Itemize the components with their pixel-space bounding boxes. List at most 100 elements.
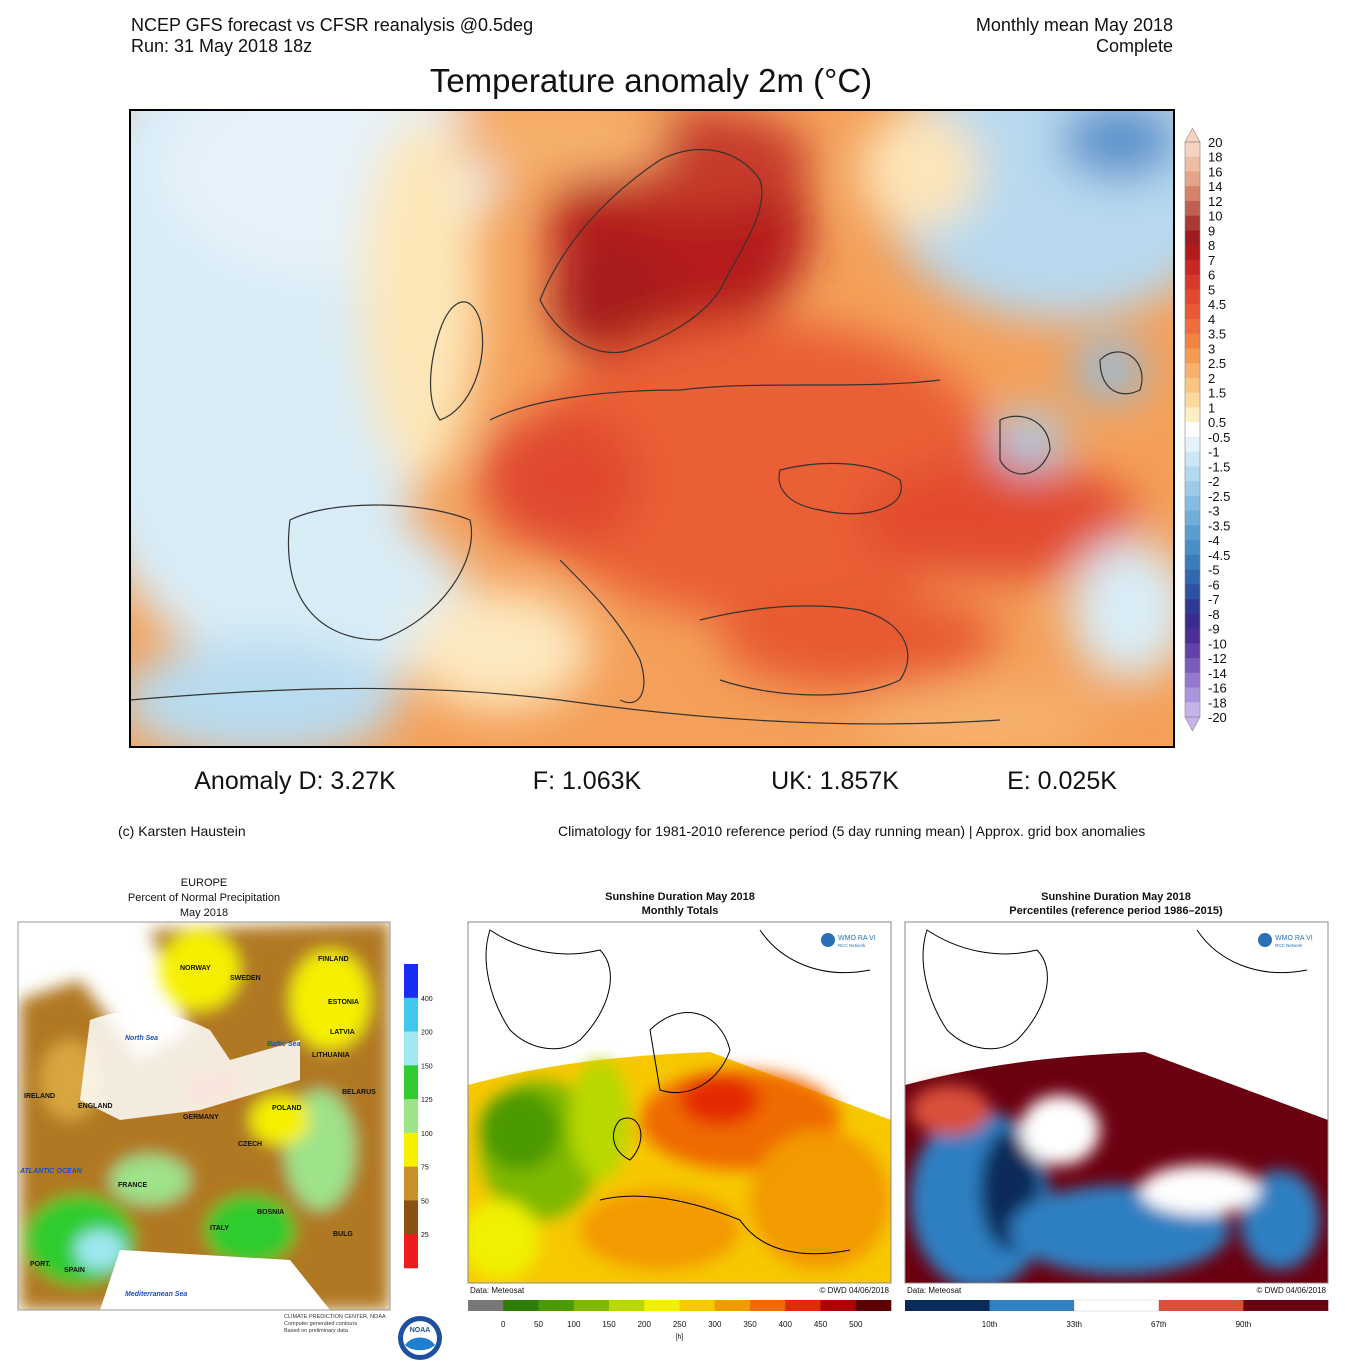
colorbar-unit: [h]: [676, 1334, 684, 1341]
colorbar-label: 250: [673, 1320, 687, 1329]
colorbar-label: -0.5: [1208, 430, 1230, 445]
colorbar-swatch: [1185, 363, 1200, 379]
colorbar-swatch: [1185, 171, 1200, 187]
credit: (c) Karsten Haustein: [118, 823, 246, 839]
precip-frame: [17, 921, 391, 1311]
map-label: ATLANTIC OCEAN: [19, 1168, 83, 1175]
wmo-logo: WMO RA VI RCC Network: [821, 933, 876, 948]
colorbar-label: 9: [1208, 223, 1215, 238]
colorbar-swatch: [1185, 230, 1200, 246]
colorbar-swatch: [1185, 436, 1200, 453]
colorbar-swatch: [1185, 554, 1200, 571]
colorbar-label: -3.5: [1208, 518, 1230, 533]
map-label: North Sea: [125, 1035, 158, 1042]
sunshine-percentiles-map: [905, 922, 1328, 1283]
colorbar-swatch: [1185, 377, 1200, 394]
colorbar-swatch: [820, 1300, 857, 1311]
colorbar-label: 75: [421, 1165, 429, 1172]
colorbar-label: 5: [1208, 282, 1215, 297]
colorbar-label: 450: [814, 1320, 828, 1329]
copyright: © DWD 04/06/2018: [820, 1286, 890, 1295]
colorbar-label: -20: [1208, 710, 1227, 725]
header-right-1: Monthly mean May 2018: [976, 15, 1173, 35]
sunshine-totals-colorbar: 0 50 100 150 200 250 300 350 400 450 500 [h]: [468, 1300, 892, 1341]
colorbar-swatch: [1185, 304, 1200, 320]
colorbar-swatch: [1185, 702, 1200, 718]
colorbar-label: -18: [1208, 695, 1227, 710]
colorbar-label: -9: [1208, 622, 1220, 637]
colorbar-swatch: [1185, 687, 1200, 703]
colorbar-label: -4.5: [1208, 548, 1230, 563]
colorbar-label: 1: [1208, 400, 1215, 415]
colorbar-frame: [1184, 141, 1201, 718]
colorbar-swatch: [1185, 289, 1200, 305]
colorbar-label: 90th: [1236, 1320, 1252, 1329]
colorbar-swatch: [750, 1300, 786, 1311]
anomaly-value: UK: 1.857K: [771, 767, 899, 795]
colorbar-label: -5: [1208, 563, 1220, 578]
logo-text: NOAA: [410, 1327, 431, 1334]
map-label: LATVIA: [330, 1029, 355, 1036]
colorbar-swatch: [1185, 643, 1200, 659]
colorbar-label: -4: [1208, 533, 1220, 548]
colorbar-swatch: [1185, 156, 1200, 172]
colorbar-swatch: [679, 1300, 716, 1311]
copyright: © DWD 04/06/2018: [1257, 1286, 1327, 1295]
colorbar-end: [1184, 716, 1201, 732]
colorbar-label: 6: [1208, 268, 1215, 283]
colorbar-swatch: [1185, 540, 1200, 556]
colorbar-swatch: [644, 1300, 680, 1311]
data-note: Data: Meteosat: [907, 1286, 962, 1295]
country-labels: NORWAY SWEDEN FINLAND ESTONIA LATVIA LIT…: [24, 956, 376, 1274]
sunshine-totals-map: [468, 922, 891, 1283]
colorbar-label: 150: [602, 1320, 616, 1329]
colorbar-label: 20: [1208, 135, 1222, 150]
colorbar-label: 200: [421, 1030, 433, 1037]
colorbar-label: 12: [1208, 194, 1222, 209]
title-line: May 2018: [180, 907, 228, 919]
colorbar-swatch: [1185, 658, 1200, 674]
colorbar-label: 1.5: [1208, 386, 1226, 401]
coastlines: [130, 149, 1143, 725]
colorbar-swatch: [1185, 200, 1200, 217]
colorbar-swatch: [573, 1300, 610, 1311]
precip-source: CLIMATE PREDICTION CENTER, NOAA Computer…: [284, 1314, 386, 1334]
colorbar-end: [1184, 127, 1201, 143]
colorbar-swatch: [1185, 274, 1200, 290]
colorbar-label: 0.5: [1208, 415, 1226, 430]
title-line: Percentiles (reference period 1986–2015): [1009, 905, 1223, 917]
colorbar-label: 200: [638, 1320, 652, 1329]
temperature-colorbar: 201816141210987654.543.532.521.510.5-0.5…: [1184, 127, 1230, 732]
colorbar-label: 350: [743, 1320, 757, 1329]
colorbar-label: 16: [1208, 164, 1222, 179]
colorbar-label: 50: [534, 1320, 543, 1329]
colorbar-swatch: [1185, 481, 1200, 497]
map-frame: [129, 109, 1175, 748]
map-label: BELARUS: [342, 1089, 376, 1096]
colorbar-label: 3: [1208, 341, 1215, 356]
sunshine-percentiles-title: Sunshine Duration May 2018 Percentiles (…: [1009, 891, 1223, 917]
colorbar-label: 0: [501, 1320, 506, 1329]
title-line: Monthly Totals: [642, 905, 719, 917]
title-line: EUROPE: [181, 877, 227, 889]
colorbar-label: -14: [1208, 666, 1227, 681]
map-label: ESTONIA: [328, 999, 359, 1006]
title-line: Sunshine Duration May 2018: [1041, 891, 1191, 903]
anomaly-value: Anomaly D: 3.27K: [194, 767, 396, 795]
colorbar-swatch: [1185, 318, 1200, 335]
map-label: GERMANY: [183, 1114, 219, 1121]
logo-text: WMO RA VI: [838, 935, 876, 942]
sea-labels: North Sea Baltic Sea ATLANTIC OCEAN Medi…: [19, 1035, 301, 1298]
colorbar-swatch: [404, 1200, 418, 1235]
map-label: SPAIN: [64, 1267, 85, 1274]
colorbar-label: -8: [1208, 607, 1220, 622]
colorbar-swatch: [1185, 525, 1200, 541]
colorbar-label: 10th: [982, 1320, 998, 1329]
map-label: ENGLAND: [78, 1103, 113, 1110]
map-label: IRELAND: [24, 1093, 55, 1100]
colorbar-swatch: [1073, 1299, 1160, 1312]
colorbar-label: 2.5: [1208, 356, 1226, 371]
precip-colorbar: 400 200 150 125 100 75 50 25: [404, 964, 433, 1269]
coastlines: [922, 929, 1308, 1050]
